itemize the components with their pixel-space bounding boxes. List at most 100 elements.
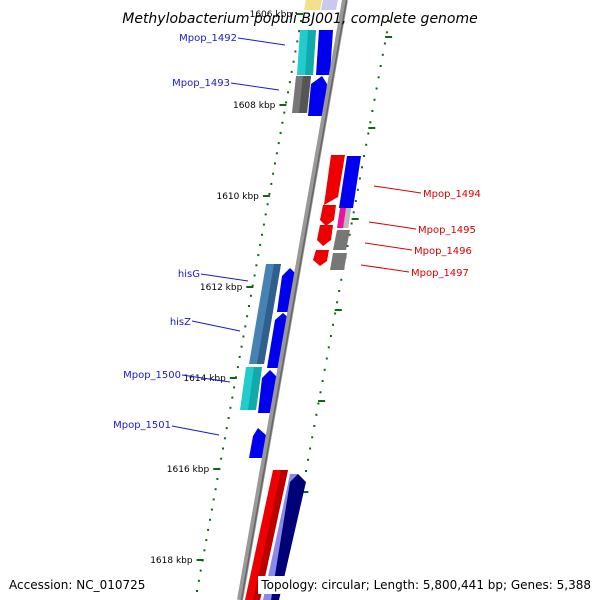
tick-label: 1616 kbp [167, 465, 210, 475]
tick-mark [246, 286, 254, 288]
ring-dot-left [261, 233, 263, 236]
tick-label: 1608 kbp [233, 101, 276, 111]
ring-dot-right [321, 380, 324, 382]
leader-hisg [200, 273, 249, 282]
ring-dot-left [246, 315, 249, 318]
ring-dot-right [319, 391, 322, 394]
gene-arrow-mpop-1495 [320, 205, 336, 226]
tick-mark-right [301, 491, 309, 493]
ring-dot-left [298, 30, 301, 33]
map-title: Methylobacterium populi BJ001, complete … [122, 11, 478, 27]
tick-mark-right [334, 309, 342, 311]
ring-dot-left [225, 427, 228, 430]
ring-dot-left [212, 498, 215, 501]
ring-dot-right [307, 458, 310, 461]
ring-dot-left [285, 101, 288, 104]
ring-dot-left [262, 223, 265, 226]
cds-bar-bottom-red-shade [253, 470, 288, 600]
topology-label: Topology: circular; Length: 5,800,441 bp… [258, 576, 594, 594]
leader-mpop-1501 [171, 425, 220, 436]
ring-dot-left [199, 569, 202, 572]
ring-dot-left [216, 478, 219, 480]
ring-dot-right [338, 290, 341, 292]
cds-bar-mpop-1492-shade [305, 30, 316, 75]
gene-label-mpop-1497: Mpop_1497 [411, 268, 469, 279]
tick-mark [229, 377, 237, 379]
gene-label-hisz: hisZ [170, 317, 191, 328]
accession-label: Accession: NC_010725 [6, 576, 149, 594]
ring-dot-right [315, 413, 318, 416]
ring-dot-right [383, 42, 386, 45]
tick-mark-right [351, 218, 359, 220]
leader-mpop-1493 [230, 82, 280, 91]
ring-dot-left [275, 152, 278, 155]
tick-mark [296, 13, 303, 15]
tick-marks: 1606 kbp 1608 kbp 1610 kbp 1612 kbp 1614 kbp… [150, 10, 393, 584]
ring-dot-left [290, 70, 293, 73]
feature-bars [240, 0, 361, 600]
ring-dot-left [233, 386, 236, 389]
ring-dot-left [288, 81, 291, 84]
ring-dot-left [287, 91, 289, 94]
ring-dot-right [371, 110, 374, 112]
ring-dot-left [209, 518, 211, 521]
tick-mark [262, 195, 270, 197]
ring-dot-left [251, 284, 254, 287]
ring-dot-left [266, 203, 269, 206]
ring-dot-right [354, 200, 357, 202]
cds-bar-hisg-hisz-shade [257, 264, 281, 364]
leader-mpop-1495 [368, 221, 417, 230]
ring-dot-right [379, 65, 382, 67]
ring-dot-left [296, 40, 299, 43]
cds-bar-mpop-1497 [330, 253, 347, 270]
ring-dot-right [377, 76, 380, 79]
ring-dot-right [305, 470, 307, 472]
gene-bar-mpop-1494 [339, 156, 361, 208]
gene-label-mpop-1500: Mpop_1500 [123, 370, 181, 381]
ring-dot-right [348, 233, 351, 236]
genome-backbone [237, 0, 348, 600]
ring-dot-left [229, 406, 232, 409]
ring-dot-right [329, 335, 332, 337]
tick-label: 1614 kbp [183, 374, 226, 384]
ring-dot-left [248, 305, 250, 307]
ring-dot-left [236, 366, 239, 369]
ring-dot-right [334, 312, 337, 315]
gene-arrow-bottom-navy [271, 474, 306, 600]
gene-labels: Mpop_1492 Mpop_1493 Mpop_1494 Mpop_1495 … [113, 33, 481, 431]
ring-dot-left [257, 254, 260, 257]
ring-dot-left [300, 20, 302, 22]
gene-arrow-mpop-1493 [308, 76, 327, 116]
ring-dot-left [264, 213, 267, 216]
tick-mark [279, 104, 287, 106]
ring-dot-right [385, 31, 388, 34]
ring-dot-left [222, 447, 224, 450]
tick-label: 1610 kbp [216, 192, 259, 202]
ring-dot-left [227, 417, 230, 419]
ring-dot-left [207, 528, 210, 531]
ring-dot-left [203, 549, 206, 552]
ring-dot-right [340, 278, 343, 281]
tick-label: 1618 kbp [150, 556, 193, 566]
ring-dot-left [270, 182, 273, 185]
dotted-rings [196, 20, 390, 592]
gene-arrow-mpop-1496 [317, 225, 333, 246]
ring-dot-right [325, 357, 328, 360]
ring-dot-left [279, 132, 282, 134]
ring-dot-left [281, 121, 284, 124]
gene-label-mpop-1494: Mpop_1494 [423, 189, 481, 200]
ring-dot-left [220, 457, 223, 460]
leader-mpop-1497 [360, 264, 410, 273]
cds-bar-mpop-1496 [333, 230, 350, 250]
ring-dot-left [231, 396, 234, 399]
tick-mark [213, 468, 221, 470]
tick-label: 1612 kbp [200, 283, 243, 293]
ring-dot-right [375, 87, 378, 90]
ring-dot-right [313, 425, 316, 427]
gene-label-mpop-1493: Mpop_1493 [172, 78, 230, 89]
ring-dot-right [332, 323, 334, 326]
gene-bar-top-partial [321, 0, 338, 10]
ring-dot-right [309, 447, 312, 450]
ring-dot-left [274, 162, 276, 165]
cds-bar-mpop-1495-shade [343, 208, 351, 228]
